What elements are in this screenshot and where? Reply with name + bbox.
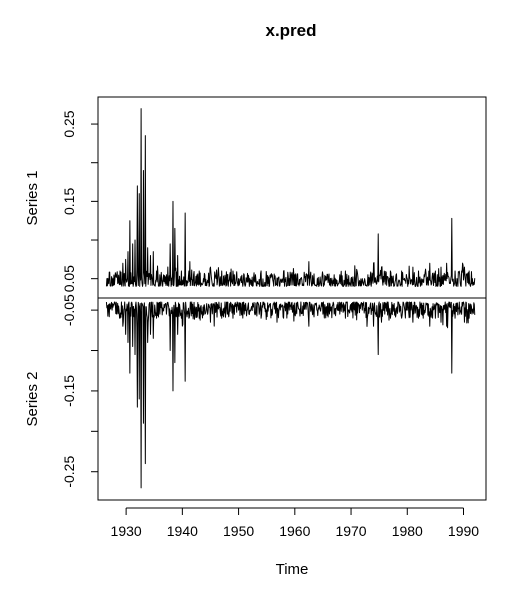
- series-2-y-tick-label: -0.25: [61, 456, 77, 488]
- x-tick-label: 1960: [279, 523, 310, 539]
- series-1-y-tick-label: 0.05: [61, 265, 77, 292]
- series-1-y-tick-label: 0.15: [61, 188, 77, 215]
- x-tick-label: 1940: [167, 523, 198, 539]
- series-1-panel-frame: [97, 96, 487, 299]
- series-1-line: [105, 108, 476, 287]
- x-tick-label: 1950: [223, 523, 254, 539]
- series-2-panel-frame: [97, 297, 487, 501]
- x-tick-label: 1980: [392, 523, 423, 539]
- x-tick-label: 1930: [111, 523, 142, 539]
- x-axis-ticks: 1930 1940 1950 1960 1970 1980 1990: [111, 507, 479, 539]
- series-1-y-ticks: 0.25 0.15 0.05: [61, 110, 98, 292]
- x-tick-label: 1990: [448, 523, 479, 539]
- series-2-y-tick-label: -0.15: [61, 375, 77, 407]
- series-2-y-tick-label: -0.05: [61, 294, 77, 326]
- series-2-line: [105, 301, 476, 489]
- series-1-y-tick-label: 0.25: [61, 110, 77, 137]
- series-1-axis-label: Series 1: [24, 170, 41, 225]
- x-axis-label: Time: [276, 561, 309, 578]
- x-tick-label: 1970: [335, 523, 366, 539]
- chart-title: x.pred: [265, 21, 316, 40]
- series-2-axis-label: Series 2: [24, 371, 41, 426]
- series-2-y-ticks: -0.05 -0.15 -0.25: [61, 294, 98, 488]
